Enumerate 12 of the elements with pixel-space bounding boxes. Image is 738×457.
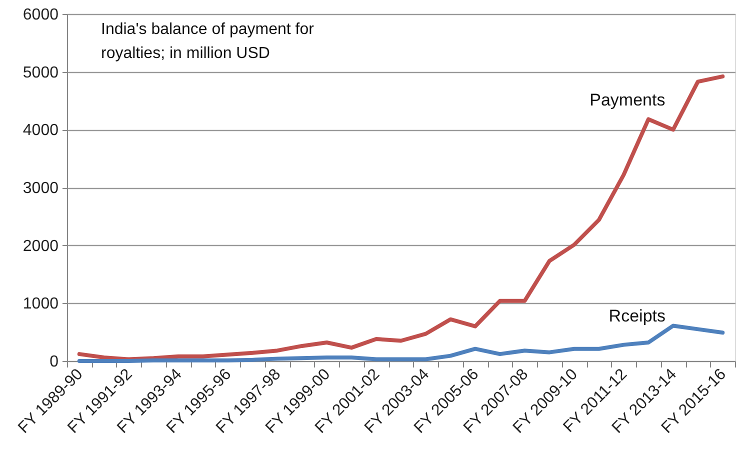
y-tick-label: 5000	[22, 64, 59, 82]
y-tick-label: 2000	[22, 238, 59, 255]
y-tick-label: 1000	[22, 296, 59, 313]
series-label: Rceipts	[608, 306, 666, 326]
line-series	[77, 74, 725, 362]
y-tick-label: 3000	[22, 180, 59, 197]
y-tick-label: 0	[50, 354, 59, 370]
y-tick-label: 6000	[22, 6, 59, 24]
line-series	[77, 324, 725, 363]
series-label: Payments	[590, 90, 666, 110]
y-tick-label: 4000	[22, 122, 59, 140]
text: India's balance of payment for royalties; in million USD	[101, 21, 315, 62]
